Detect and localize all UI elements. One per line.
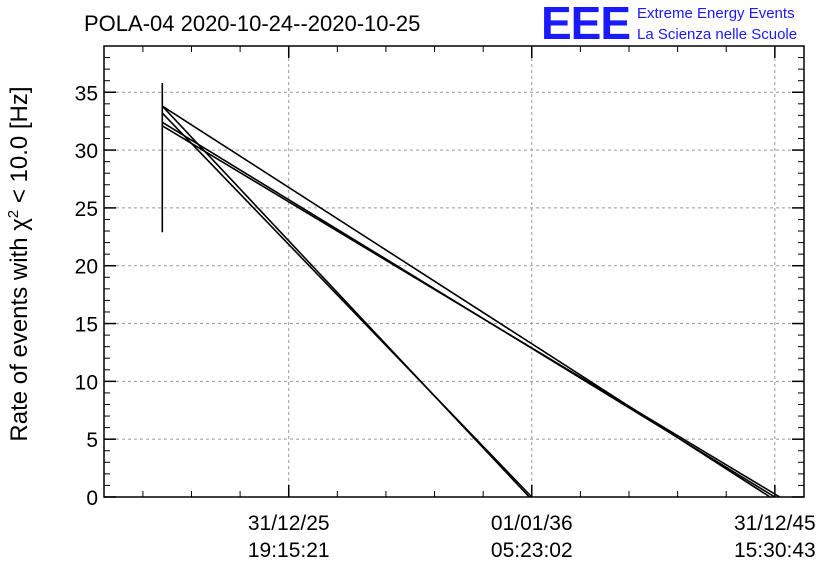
eee-logo: EEE Extreme Energy Events La Scienza nel… (541, 0, 797, 49)
x-tick-date: 01/01/36 (491, 512, 573, 535)
plot-frame (103, 45, 805, 498)
y-tick-label: 25 (75, 198, 98, 221)
chart-title: POLA-04 2020-10-24--2020-10-25 (84, 11, 420, 36)
series-line-3 (161, 112, 533, 498)
logo-line1: Extreme Energy Events (637, 5, 795, 22)
axes: 0 5 10 15 20 25 30 35 31/12/25 19:15:21 01/01/36 05… (75, 46, 816, 562)
logo-line2: La Scienza nelle Scuole (637, 26, 797, 43)
x-tick-time: 05:23:02 (491, 539, 573, 562)
y-tick-label: 5 (86, 429, 98, 452)
y-tick-label: 30 (75, 140, 98, 163)
x-tick-time: 15:30:43 (734, 539, 816, 562)
series-line-6 (161, 125, 781, 498)
logo-mark: EEE (541, 0, 630, 49)
grid (104, 46, 804, 497)
x-tick-date: 31/12/25 (248, 512, 330, 535)
y-tick-label: 10 (75, 371, 98, 394)
y-tick-label: 35 (75, 82, 98, 105)
y-tick-label: 15 (75, 314, 98, 337)
series-group (161, 83, 781, 498)
y-tick-label: 20 (75, 256, 98, 279)
series-line-2 (161, 105, 530, 498)
y-axis-label: Rate of events with χ2 < 10.0 [Hz] (5, 86, 33, 441)
x-tick-date: 31/12/45 (734, 512, 816, 535)
y-tick-label: 0 (86, 487, 98, 510)
x-tick-time: 19:15:21 (248, 539, 330, 562)
